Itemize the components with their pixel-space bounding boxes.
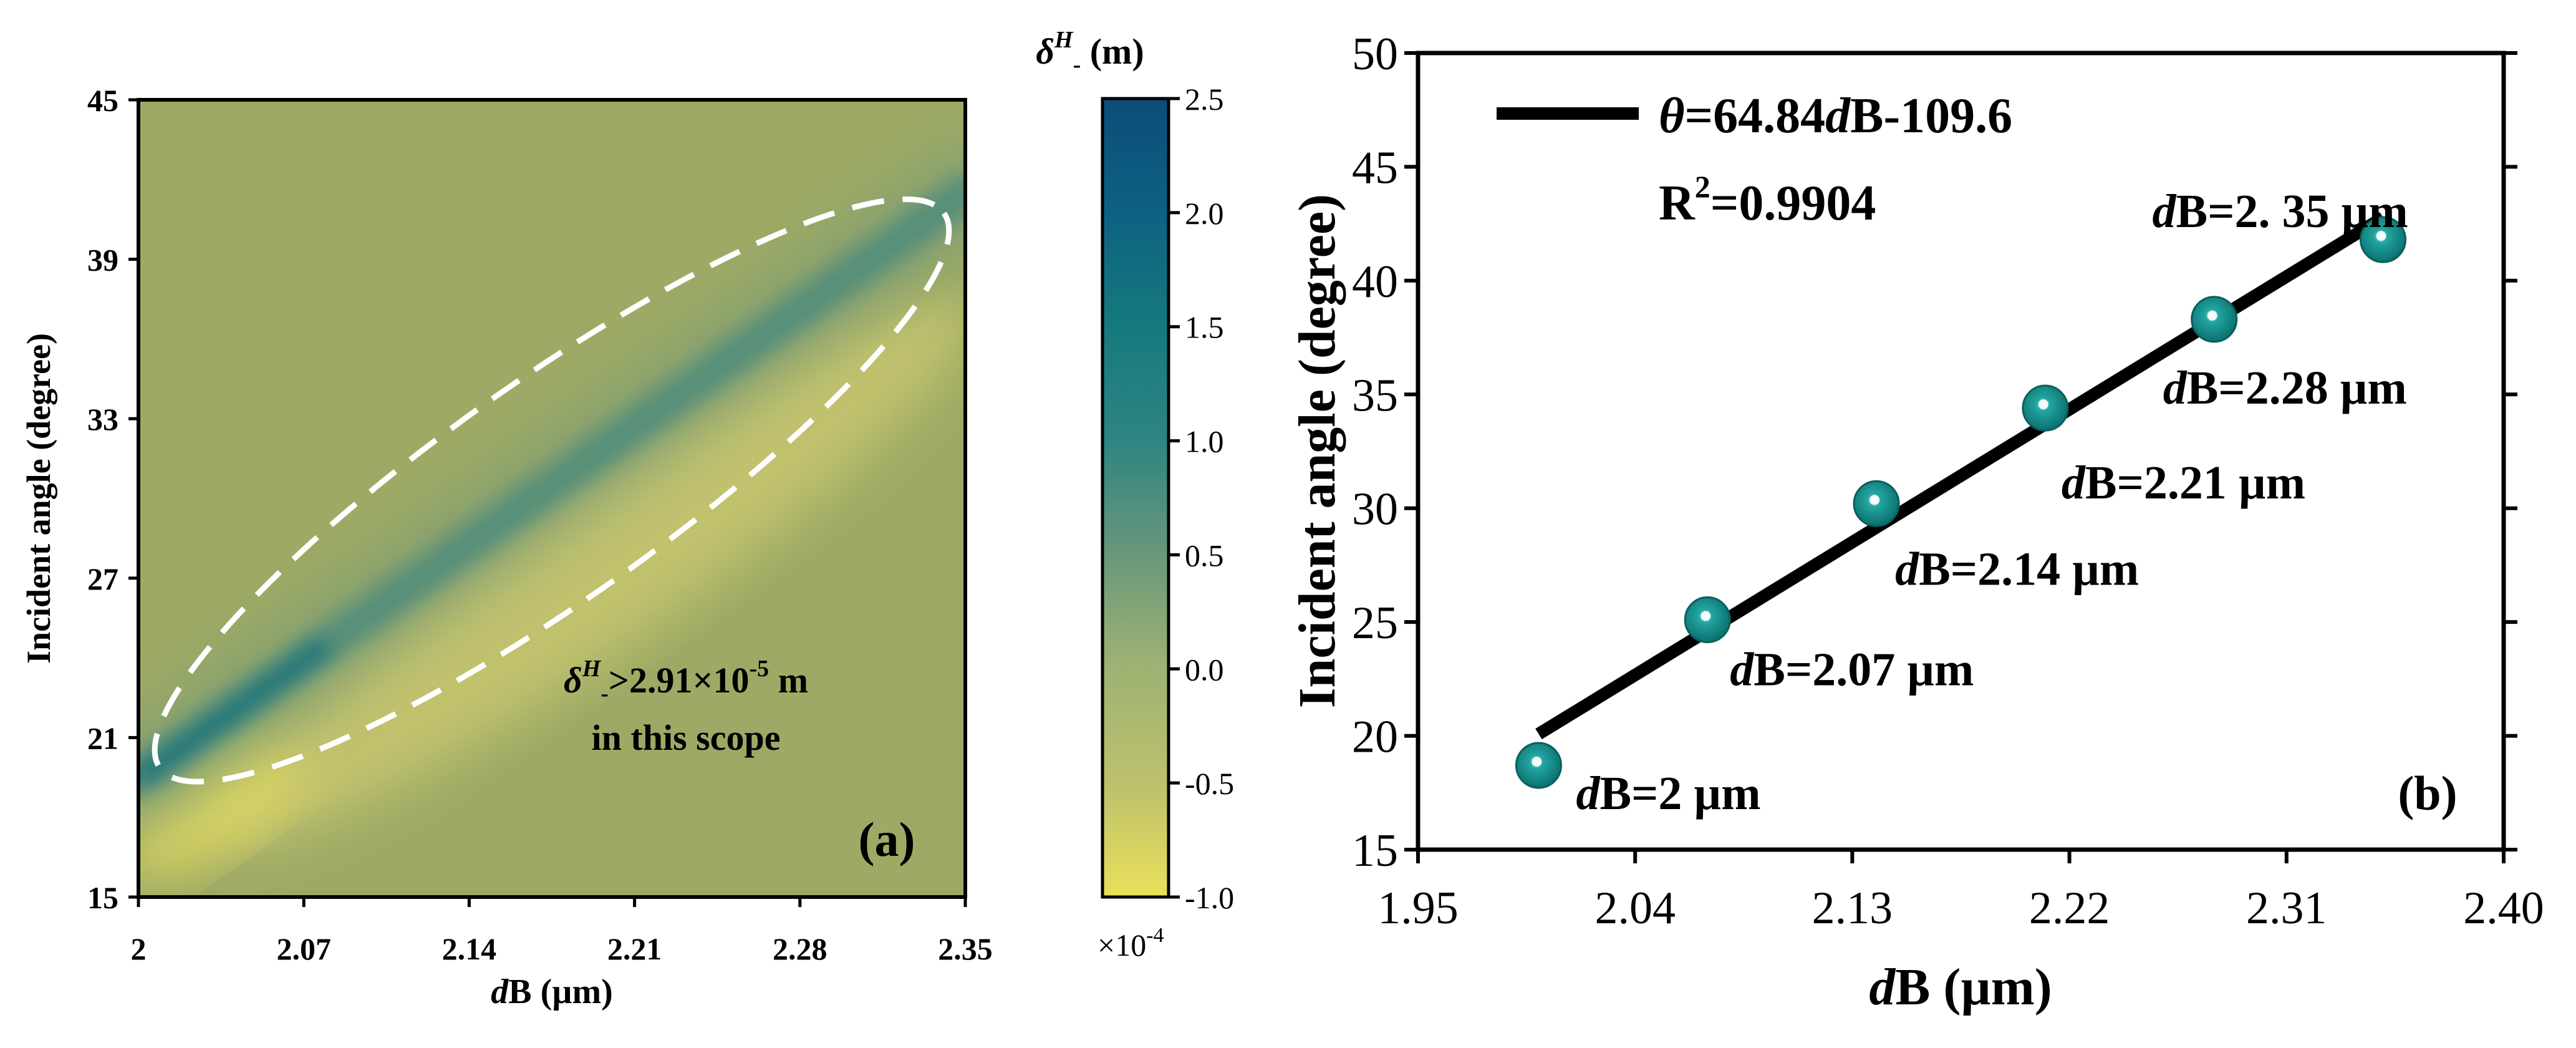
scatter-x-tick-label: 2.22	[2029, 883, 2110, 934]
colorbar-scale-factor: ×10-4	[1097, 924, 1164, 963]
scatter-y-tick-label: 30	[1352, 484, 1398, 535]
highlight-ellipse	[152, 196, 952, 785]
colorbar-tick-label: 0.0	[1185, 652, 1224, 687]
data-point-highlight	[2207, 310, 2217, 321]
colorbar-ticks: -1.0 -0.5 0.0 0.5 1.0 1.5 2.0 2.5	[1169, 82, 1234, 915]
scatter-frame	[1416, 51, 2506, 852]
heatmap-x-tick-label: 2	[131, 931, 147, 966]
data-point-highlight	[2376, 231, 2386, 241]
data-point-1	[1515, 742, 1562, 789]
point-label-5: dB=2.28 µm	[2163, 362, 2407, 414]
scatter-x-tick-label: 2.13	[1812, 883, 1893, 934]
colorbar-label: δH- (m)	[1036, 27, 1144, 78]
data-point-highlight	[1532, 757, 1542, 767]
panel-label-a: (a)	[859, 812, 915, 866]
point-label-2: dB=2.07 µm	[1730, 643, 1974, 696]
data-point-5	[2191, 296, 2238, 343]
colorbar-tick-label: -0.5	[1185, 766, 1234, 801]
heatmap-x-tick-label: 2.07	[276, 931, 331, 966]
heatmap-y-tick-label: 33	[87, 402, 118, 437]
colorbar-frame	[1101, 97, 1170, 899]
fit-line-group	[1535, 212, 2386, 740]
scatter-y-tick-label: 45	[1352, 142, 1398, 193]
point-labels: dB=2 µm dB=2.07 µm dB=2.14 µm dB=2.21 µm dB=…	[1576, 185, 2408, 820]
point-label-4: dB=2.21 µm	[2062, 457, 2305, 509]
data-point-highlight	[1700, 611, 1711, 621]
legend-r-squared: R2=0.9904	[1659, 169, 1876, 231]
heatmap-y-tick-label: 27	[87, 561, 118, 596]
colorbar-tick-label: -1.0	[1185, 880, 1234, 915]
heatmap-panel-a: 2 2.07 2.14 2.21 2.28 2.35 15 21 27 33 39 45 δH->2.…	[20, 83, 993, 1011]
colorbar-tick-label: 2.5	[1185, 82, 1224, 117]
heatmap-features	[138, 146, 965, 880]
data-point-4	[2022, 384, 2069, 432]
scatter-y-tick-label: 35	[1352, 370, 1398, 421]
heatmap-y-tick-label: 45	[87, 83, 118, 118]
data-point-highlight	[2038, 399, 2048, 410]
colorbar-tick-label: 2.0	[1185, 196, 1224, 231]
scatter-ticks: 1.95 2.04 2.13 2.22 2.31 2.40 15 20 25 30 35 40 45 50	[1352, 29, 2544, 934]
scatter-y-tick-label: 20	[1352, 712, 1398, 763]
heatmap-min-region	[138, 737, 304, 880]
heatmap-x-tick-label: 2.35	[938, 931, 993, 966]
colorbar-tick-label: 0.5	[1185, 538, 1224, 573]
heatmap-x-tick-label: 2.14	[442, 931, 497, 966]
scatter-x-axis-label: dB (µm)	[1869, 958, 2052, 1016]
heatmap-x-tick-label: 2.28	[773, 931, 827, 966]
scatter-y-tick-label: 25	[1352, 598, 1398, 649]
colorbar-tick-label: 1.5	[1185, 310, 1224, 345]
scatter-points	[1515, 216, 2407, 789]
scatter-y-tick-label: 15	[1352, 825, 1398, 876]
point-label-3: dB=2.14 µm	[1895, 543, 2139, 595]
heatmap-y-tick-label: 39	[87, 243, 118, 278]
heatmap-ticks: 2 2.07 2.14 2.21 2.28 2.35 15 21 27 33 39 45	[87, 83, 993, 966]
scatter-x-tick-label: 1.95	[1377, 883, 1459, 934]
colorbar: -1.0 -0.5 0.0 0.5 1.0 1.5 2.0 2.5 δH- (m) ×10-4	[1036, 27, 1234, 963]
legend-fit-equation: θ=64.84dB-109.6	[1659, 89, 2012, 143]
heatmap-low-region	[206, 295, 965, 850]
fit-line	[1535, 212, 2386, 740]
heatmap-annotation-line1: δH->2.91×10-5 m	[564, 656, 808, 707]
point-label-6: dB=2. 35 µm	[2153, 185, 2408, 238]
heatmap-x-axis-label: dB (µm)	[491, 973, 613, 1011]
scatter-x-tick-label: 2.31	[2246, 883, 2327, 934]
heatmap-ridge-core	[138, 639, 330, 784]
data-point-highlight	[1869, 495, 1880, 505]
scatter-y-tick-label: 50	[1352, 29, 1398, 80]
scatter-y-axis-label: Incident angle (degree)	[1288, 194, 1346, 708]
heatmap-annotation-line2: in this scope	[592, 717, 781, 758]
heatmap-y-axis-label: Incident angle (degree)	[20, 333, 57, 664]
scatter-y-tick-label: 40	[1352, 256, 1398, 308]
colorbar-tick-label: 1.0	[1185, 424, 1224, 459]
scatter-x-tick-label: 2.04	[1594, 883, 1676, 934]
scatter-x-tick-label: 2.40	[2463, 883, 2544, 934]
dashed-ellipse	[152, 196, 952, 785]
heatmap-frame	[137, 98, 967, 899]
data-point-3	[1853, 480, 1900, 527]
heatmap-x-tick-label: 2.21	[607, 931, 662, 966]
colorbar-gradient	[1102, 99, 1169, 897]
data-point-2	[1684, 596, 1731, 643]
heatmap-field	[138, 100, 965, 897]
point-label-1: dB=2 µm	[1576, 767, 1760, 820]
heatmap-y-tick-label: 21	[87, 720, 118, 755]
scatter-panel-b: 1.95 2.04 2.13 2.22 2.31 2.40 15 20 25 30 35 40 45 50…	[1288, 29, 2544, 1016]
heatmap-y-tick-label: 15	[87, 880, 118, 915]
panel-label-b: (b)	[2398, 766, 2457, 820]
data-point-6	[2360, 216, 2407, 263]
